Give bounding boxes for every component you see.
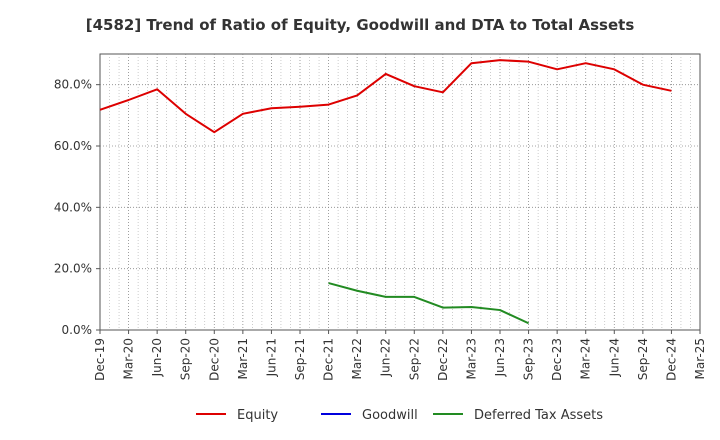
x-tick-label: Mar-22 [350, 338, 364, 379]
legend-label-deferred-tax-assets: Deferred Tax Assets [474, 408, 603, 423]
x-tick-label: Mar-23 [464, 338, 478, 379]
legend-label-goodwill: Goodwill [362, 408, 418, 423]
x-tick-label: Mar-21 [236, 338, 250, 379]
legend-label-equity: Equity [237, 408, 278, 423]
chart-title: [4582] Trend of Ratio of Equity, Goodwil… [86, 16, 635, 34]
y-tick-label: 20.0% [54, 262, 92, 276]
x-tick-label: Sep-22 [407, 338, 421, 380]
y-axis: 0.0% 20.0% 40.0% 60.0% 80.0% [54, 78, 100, 337]
x-tick-label: Jun-22 [379, 338, 393, 377]
x-tick-label: Dec-24 [664, 338, 678, 381]
x-tick-label: Jun-21 [264, 338, 278, 377]
grid [100, 54, 700, 330]
x-tick-label: Mar-25 [693, 338, 707, 379]
x-tick-label: Dec-19 [93, 338, 107, 381]
plot-area [99, 53, 701, 331]
x-tick-label: Sep-24 [636, 338, 650, 380]
x-axis: Dec-19 Mar-20 Jun-20 Sep-20 Dec-20 Mar-21 Jun-… [93, 330, 707, 381]
series-line-equity [99, 59, 672, 134]
y-tick-label: 80.0% [54, 78, 92, 92]
x-tick-label: Mar-20 [122, 338, 136, 379]
y-tick-label: 60.0% [54, 139, 92, 153]
x-tick-label: Jun-23 [493, 338, 507, 377]
x-tick-label: Dec-21 [322, 338, 336, 381]
y-tick-label: 0.0% [62, 323, 93, 337]
series-group [99, 59, 672, 325]
legend: Equity Goodwill Deferred Tax Assets [196, 408, 603, 423]
y-tick-label: 40.0% [54, 200, 92, 214]
x-tick-label: Jun-24 [607, 338, 621, 377]
x-tick-label: Sep-23 [522, 338, 536, 380]
series-line-deferred-tax-assets [328, 282, 529, 325]
x-tick-label: Sep-21 [293, 338, 307, 380]
x-tick-label: Dec-23 [550, 338, 564, 381]
x-tick-label: Sep-20 [179, 338, 193, 380]
x-tick-label: Mar-24 [579, 338, 593, 379]
x-tick-label: Dec-22 [436, 338, 450, 381]
x-tick-label: Jun-20 [150, 338, 164, 377]
x-tick-label: Dec-20 [207, 338, 221, 381]
